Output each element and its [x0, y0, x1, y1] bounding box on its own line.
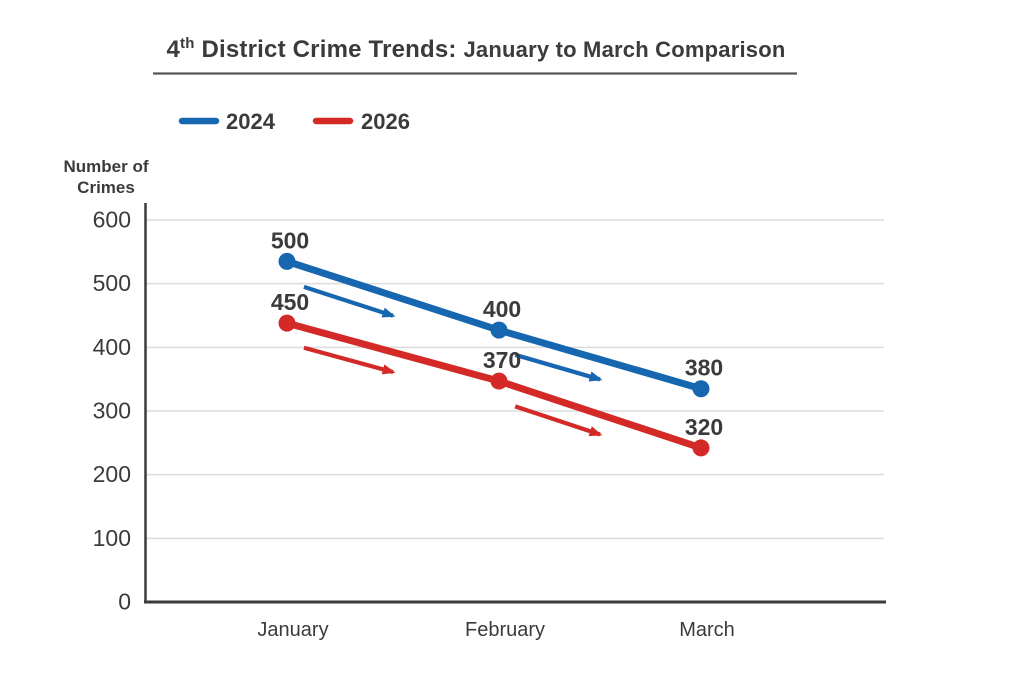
- page-title: 4th District Crime Trends: January to Ma…: [166, 35, 785, 63]
- trend-arrow-2024: [514, 352, 603, 382]
- data-point-label: 400: [483, 296, 521, 322]
- x-axis-label: February: [465, 619, 545, 641]
- data-point-2026-March: [692, 439, 710, 457]
- y-tick-label: 500: [93, 270, 131, 296]
- y-axis-title: Number of Crimes: [64, 157, 149, 197]
- data-point-2024-March: [692, 380, 710, 398]
- trend-arrow-2024: [303, 284, 396, 318]
- y-tick-label: 0: [118, 589, 131, 615]
- y-tick-label: 400: [93, 334, 131, 360]
- data-point-label: 370: [483, 347, 521, 373]
- x-axis-label: January: [257, 619, 328, 641]
- data-point-label: 380: [685, 355, 723, 381]
- data-point-2024-February: [490, 321, 508, 339]
- legend-label-2026: 2026: [361, 109, 410, 134]
- data-point-labels: 500 400 380 450 370 320: [271, 227, 723, 440]
- data-point-label: 320: [685, 414, 723, 440]
- y-tick-label: 300: [93, 398, 131, 424]
- trend-arrow-2026: [514, 404, 603, 437]
- y-tick-label: 200: [93, 461, 131, 487]
- data-point-2026-January: [278, 314, 296, 332]
- data-points: [278, 252, 710, 457]
- legend: 2024 2026: [178, 109, 410, 134]
- data-point-2024-January: [278, 252, 296, 270]
- trend-arrow-2026: [303, 345, 396, 375]
- y-tick-label: 100: [93, 525, 131, 551]
- data-point-2026-February: [490, 372, 508, 390]
- x-axis-label: March: [679, 619, 735, 641]
- legend-label-2024: 2024: [226, 109, 276, 134]
- x-axis-labels: January February March: [257, 619, 734, 641]
- trend-arrows: [303, 284, 603, 437]
- y-tick-label: 600: [93, 207, 131, 233]
- gridlines: [146, 219, 884, 540]
- data-point-label: 500: [271, 227, 309, 253]
- data-point-label: 450: [271, 289, 309, 315]
- y-tick-labels: 600 500 400 300 200 100 0: [93, 207, 131, 615]
